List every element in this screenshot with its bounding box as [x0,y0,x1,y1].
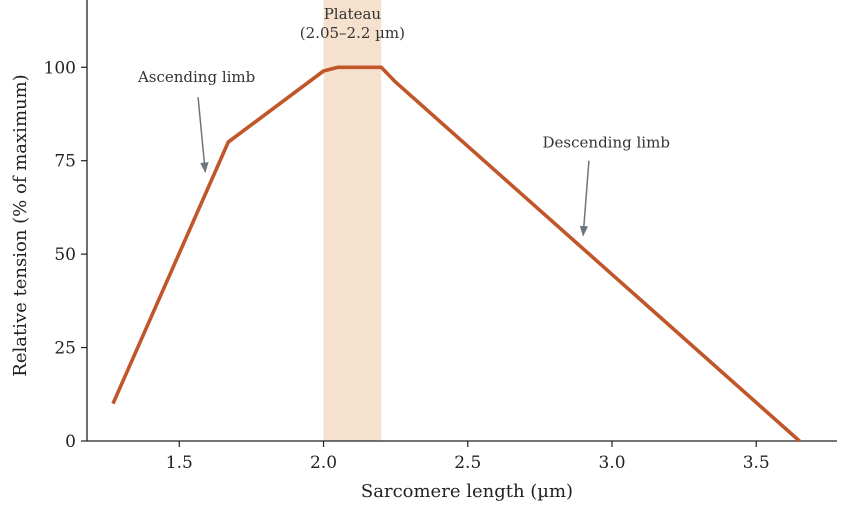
plateau-shaded-region [323,0,382,441]
y-tick-label: 75 [54,152,76,172]
x-tick-label: 3.0 [598,453,625,473]
annotation-label: Ascending limb [137,68,255,86]
x-tick-label: 2.5 [454,453,481,473]
y-tick-label: 50 [54,245,76,265]
y-tick-label: 25 [54,339,76,359]
annotation-label: Descending limb [543,134,670,152]
x-tick-label: 3.5 [743,453,770,473]
y-tick-label: 100 [44,58,76,78]
series-layer [111,65,801,443]
x-tick-label: 2.0 [310,453,337,473]
y-axis-label: Relative tension (% of maximum) [10,74,31,376]
axes-layer: 1.5 2.0 2.5 3.0 3.5 0 25 50 75 100 Sarcomere lengt… [10,0,837,502]
annotation-arrow [197,97,209,173]
plateau-label-line2: (2.05–2.2 µm) [300,24,405,42]
plateau-label-line1: Plateau [324,5,382,23]
annotation-arrow [579,160,590,237]
x-tick-label: 1.5 [166,453,193,473]
tension-length-curve [111,65,801,443]
annotation-layer: Plateau(2.05–2.2 µm) Ascending limb Descen… [137,5,670,237]
shaded-region-layer [323,0,382,441]
y-tick-label: 0 [65,432,76,452]
x-axis-label: Sarcomere length (µm) [361,481,573,502]
